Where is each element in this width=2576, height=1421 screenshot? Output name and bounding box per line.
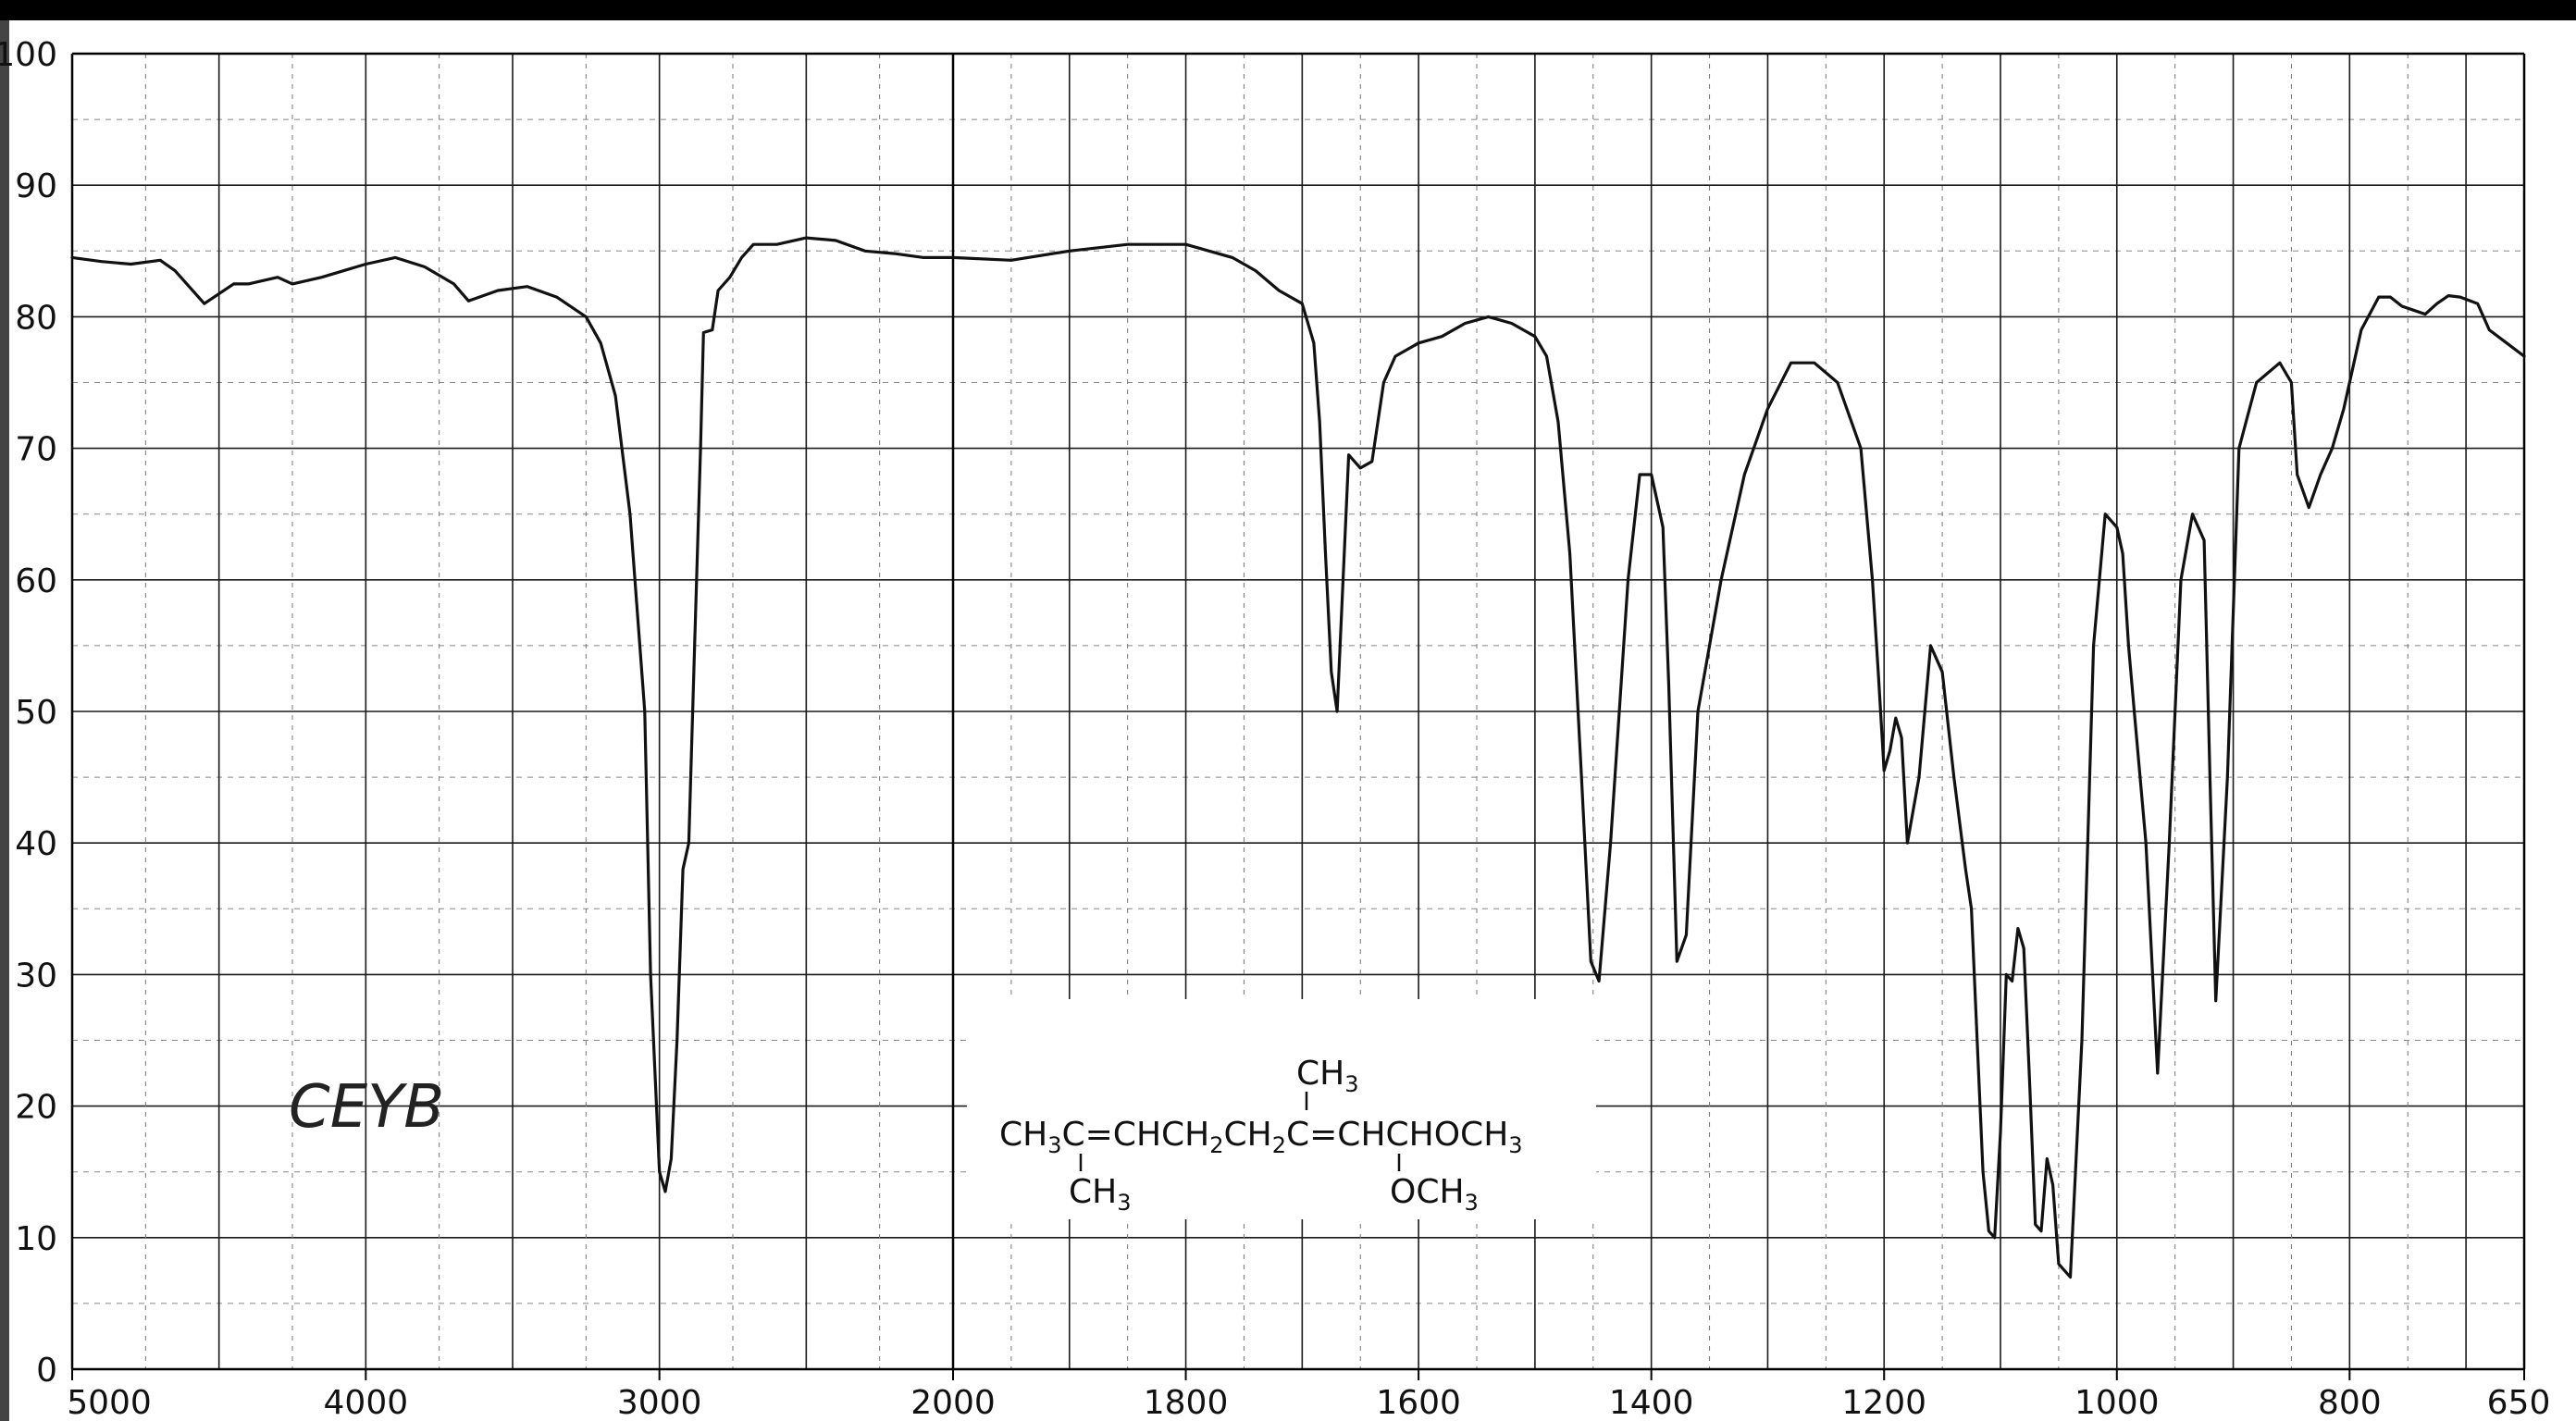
- y-tick-label-10: 10: [15, 1220, 57, 1258]
- x-tick-label-1200: 1200: [1841, 1384, 1926, 1421]
- scan-left-border: [0, 20, 9, 1421]
- chemical-structure: CH3 CH3C=CHCH2CH2C=CHCHOCH3 CH3 OCH3: [999, 1055, 1523, 1216]
- y-tick-label-40: 40: [15, 825, 57, 863]
- y-tick-label-80: 80: [15, 299, 57, 337]
- x-tick-label-3000: 3000: [617, 1384, 702, 1421]
- structure-chain-segment: 3: [1508, 1132, 1522, 1158]
- y-tick-label-60: 60: [15, 562, 57, 600]
- x-tick-label-5000: 5000: [67, 1384, 152, 1421]
- x-tick-label-4000: 4000: [324, 1384, 409, 1421]
- structure-main-chain: CH3C=CHCH2CH2C=CHCHOCH3: [999, 1116, 1523, 1158]
- y-tick-label-90: 90: [15, 167, 57, 205]
- structure-background: [967, 999, 1596, 1219]
- x-tick-label-2000: 2000: [910, 1384, 996, 1421]
- structure-chain-segment: 3: [1047, 1132, 1061, 1158]
- structure-chain-segment: C=CHCHOCH: [1286, 1116, 1508, 1154]
- plot-frame: [70, 52, 2526, 1371]
- x-tick-label-800: 800: [2318, 1384, 2382, 1421]
- structure-chain-segment: CH: [999, 1116, 1047, 1154]
- structure-methyl-bottom: CH3: [1069, 1173, 1132, 1216]
- y-tick-label-0: 0: [36, 1352, 57, 1390]
- y-tick-label-30: 30: [15, 957, 57, 995]
- x-tick-label-1600: 1600: [1376, 1384, 1461, 1421]
- x-tick-label-1400: 1400: [1609, 1384, 1694, 1421]
- x-axis-tick-labels: 5000 4000 3000 2000 1800 1600 1400 1200 1000 800 6…: [67, 1369, 2550, 1421]
- structure-methyl-top: CH3: [1296, 1055, 1359, 1097]
- structure-chain-segment: C=CHCH: [1062, 1116, 1210, 1154]
- y-tick-label-20: 20: [15, 1089, 57, 1127]
- spectrum-series-line: [70, 236, 2526, 1279]
- y-tick-label-70: 70: [15, 431, 57, 469]
- structure-chain-segment: CH: [1224, 1116, 1272, 1154]
- handwritten-annotation: CEYB: [289, 1073, 444, 1142]
- y-tick-label-50: 50: [15, 694, 57, 732]
- x-tick-label-650: 650: [2487, 1384, 2551, 1421]
- scan-top-border: [0, 0, 2576, 20]
- structure-chain-segment: 2: [1209, 1132, 1223, 1158]
- x-tick-label-1800: 1800: [1144, 1384, 1229, 1421]
- structure-chain-segment: 2: [1272, 1132, 1286, 1158]
- y-axis-tick-labels: 0 10 20 30 40 50 60 70 80 90 100: [0, 36, 57, 1390]
- x-tick-label-1000: 1000: [2074, 1384, 2160, 1421]
- y-tick-label-100: 100: [0, 36, 57, 74]
- structure-methoxy-bottom: OCH3: [1390, 1173, 1479, 1216]
